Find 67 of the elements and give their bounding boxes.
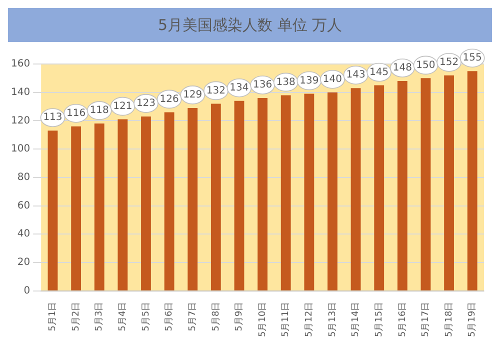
bar: [420, 78, 431, 290]
bar: [350, 88, 361, 290]
bar: [141, 116, 151, 290]
data-label: 129: [183, 90, 202, 101]
x-tick-label: 5月6日: [164, 302, 175, 332]
data-label: 116: [66, 108, 86, 119]
x-tick-label: 5月9日: [234, 302, 245, 332]
data-label: 132: [206, 85, 226, 96]
bar: [444, 75, 454, 290]
bar: [118, 119, 128, 290]
data-label: 126: [160, 94, 179, 105]
bar: [71, 126, 82, 290]
x-tick-label: 5月16日: [398, 302, 408, 338]
data-label: 138: [276, 76, 296, 88]
data-label: 139: [300, 75, 319, 86]
x-tick-label: 5月12日: [304, 302, 315, 338]
x-tick-label: 5月8日: [211, 302, 222, 332]
data-label: 118: [90, 105, 109, 116]
bar: [164, 112, 174, 290]
x-tick-label: 5月7日: [188, 302, 198, 332]
bar: [467, 71, 478, 290]
bar: [94, 124, 104, 290]
data-label: 140: [322, 74, 342, 85]
x-tick-label: 5月15日: [374, 302, 384, 338]
bar: [304, 94, 314, 290]
bar: [280, 95, 291, 290]
y-tick-label: 80: [17, 172, 30, 184]
x-tick-label: 5月13日: [328, 302, 338, 338]
bar: [210, 104, 221, 290]
x-tick-label: 5月19日: [468, 302, 478, 338]
bar: [328, 92, 338, 290]
data-label: 145: [370, 66, 389, 78]
y-tick-label: 40: [17, 228, 30, 240]
data-label: 155: [462, 52, 482, 64]
x-tick-label: 5月4日: [118, 302, 128, 332]
data-label: 143: [346, 70, 366, 81]
bar: [258, 98, 268, 290]
y-tick-label: 120: [10, 115, 30, 126]
bar: [374, 85, 384, 290]
y-tick-label: 160: [10, 58, 30, 70]
y-tick-label: 20: [17, 257, 30, 268]
data-label: 150: [416, 60, 436, 71]
x-tick-label: 5月10日: [258, 302, 268, 338]
x-tick-label: 5月17日: [421, 302, 432, 338]
data-label: 136: [252, 80, 272, 91]
y-tick-label: 60: [17, 200, 30, 212]
x-tick-label: 5月5日: [141, 302, 152, 332]
data-label: 113: [43, 112, 62, 124]
chart-title: 5月美国感染人数 单位 万人: [8, 8, 492, 42]
y-tick-label: 140: [10, 86, 30, 98]
x-tick-label: 5月3日: [94, 302, 105, 332]
x-tick-label: 5月11日: [281, 302, 292, 338]
data-label: 123: [136, 98, 156, 110]
bar: [234, 100, 244, 290]
y-tick-label: 100: [10, 144, 30, 155]
x-tick-label: 5月14日: [351, 302, 362, 338]
x-tick-label: 5月2日: [71, 302, 82, 332]
bar: [188, 108, 198, 290]
data-label: 134: [230, 82, 249, 94]
bar: [48, 130, 58, 290]
data-label: 152: [439, 56, 459, 68]
data-label: 121: [113, 100, 132, 112]
bar: [397, 81, 408, 290]
x-tick-label: 5月1日: [48, 302, 58, 332]
data-label: 148: [392, 62, 412, 74]
y-tick-label: 0: [24, 285, 30, 296]
x-tick-label: 5月18日: [444, 302, 454, 338]
